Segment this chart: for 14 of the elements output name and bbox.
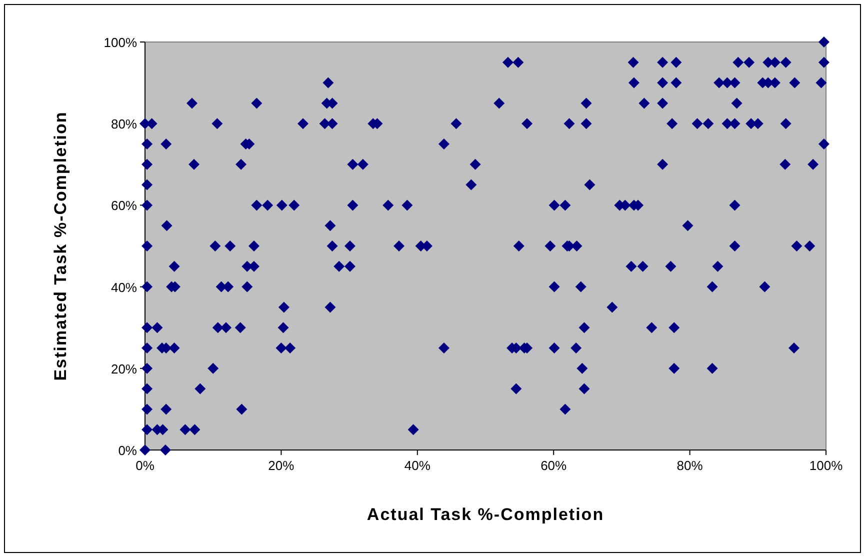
y-tick-label: 100% bbox=[104, 35, 138, 50]
x-tick-label: 80% bbox=[676, 458, 704, 473]
x-tick-label: 100% bbox=[809, 458, 844, 473]
y-tick-label: 20% bbox=[110, 361, 138, 376]
x-axis-title: Actual Task %-Completion bbox=[366, 505, 604, 524]
y-tick-label: 0% bbox=[118, 443, 138, 458]
x-tick-label: 20% bbox=[268, 458, 295, 473]
y-tick-label: 80% bbox=[110, 116, 138, 132]
x-tick-label: 60% bbox=[540, 458, 568, 473]
x-tick-label: 40% bbox=[404, 458, 431, 473]
x-tick-label: 0% bbox=[136, 458, 155, 473]
y-tick-label: 60% bbox=[110, 198, 138, 214]
y-axis-title: Estimated Task %-Completion bbox=[51, 111, 70, 381]
y-tick-label: 40% bbox=[110, 280, 138, 295]
